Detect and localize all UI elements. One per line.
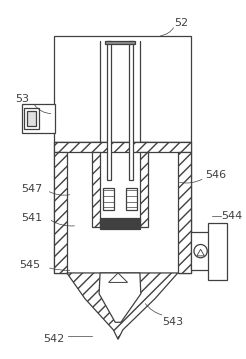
Bar [140,151,148,227]
Bar [178,151,191,273]
Bar [103,187,114,210]
Text: 541: 541 [21,213,42,223]
Bar [191,232,215,270]
Text: 545: 545 [19,260,40,270]
Text: 53: 53 [15,94,29,104]
Text: 52: 52 [175,18,189,28]
Bar [128,41,133,180]
Polygon shape [99,273,141,322]
Bar [67,151,178,273]
Bar [126,187,137,210]
Bar [92,151,100,227]
Text: 547: 547 [21,185,42,195]
Bar [54,151,67,273]
Bar [107,41,111,180]
Polygon shape [197,249,204,256]
Bar [54,36,191,142]
Bar [105,41,135,44]
Text: 542: 542 [43,334,64,344]
Bar [24,108,39,129]
Bar [54,142,191,151]
Bar [22,104,55,132]
Text: 543: 543 [163,317,184,327]
Bar [208,223,227,280]
Text: 546: 546 [205,170,227,180]
Bar [100,218,140,229]
Polygon shape [67,273,178,339]
Bar [27,111,36,126]
Polygon shape [108,273,128,283]
Text: 544: 544 [221,211,243,221]
